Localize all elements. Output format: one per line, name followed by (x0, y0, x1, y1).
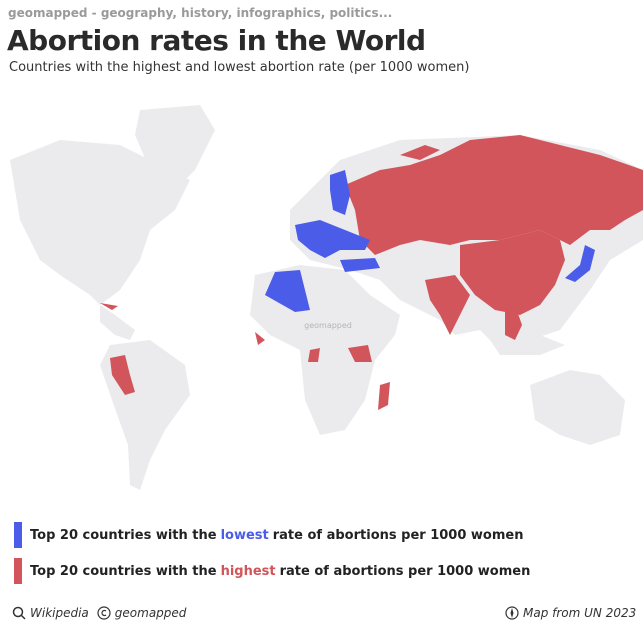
country-high (348, 345, 372, 362)
country-high (460, 230, 565, 315)
footer-left: Wikipedia geomapped (12, 606, 186, 620)
country-high (308, 348, 320, 362)
legend-text: rate of abortions per 1000 women (272, 527, 524, 543)
world-map: geomapped (10, 105, 643, 490)
country-high (548, 252, 558, 272)
land (10, 140, 190, 305)
site-name: geomapped - geography, history, infograp… (8, 6, 393, 20)
map-source: Map from UN 2023 (523, 606, 637, 620)
land (490, 335, 565, 355)
land (135, 105, 215, 195)
country-low (340, 258, 380, 272)
land (530, 370, 625, 445)
legend-text: Top 20 countries with the (30, 563, 217, 579)
country-high (425, 275, 470, 335)
compass-icon (505, 606, 519, 620)
legend-keyword: lowest (220, 527, 269, 543)
legend-text: Top 20 countries with the (30, 527, 217, 543)
source: Wikipedia (30, 606, 89, 620)
legend-swatch (14, 522, 22, 548)
country-high (400, 145, 440, 160)
country-low (265, 270, 310, 312)
country-high (378, 382, 390, 410)
legend-text: rate of abortions per 1000 women (279, 563, 531, 579)
copyright-icon (97, 606, 111, 620)
country-high (345, 135, 643, 255)
legend-swatch (14, 558, 22, 584)
subtitle: Countries with the highest and lowest ab… (9, 60, 470, 75)
country-low (565, 245, 595, 282)
watermark: geomapped (304, 321, 352, 330)
country-high (255, 332, 265, 345)
title: Abortion rates in the World (7, 24, 426, 57)
footer-right: Map from UN 2023 (505, 606, 636, 620)
legend-keyword: highest (220, 563, 276, 579)
country-high (110, 355, 135, 395)
credit: geomapped (114, 606, 187, 620)
search-icon (12, 606, 26, 620)
legend-item: Top 20 countries with the highest rate o… (14, 558, 530, 584)
country-high (505, 305, 522, 340)
legend-item: Top 20 countries with the lowest rate of… (14, 522, 523, 548)
country-low (295, 220, 370, 258)
country-high (100, 303, 118, 310)
land (100, 305, 135, 340)
country-low (330, 170, 350, 215)
